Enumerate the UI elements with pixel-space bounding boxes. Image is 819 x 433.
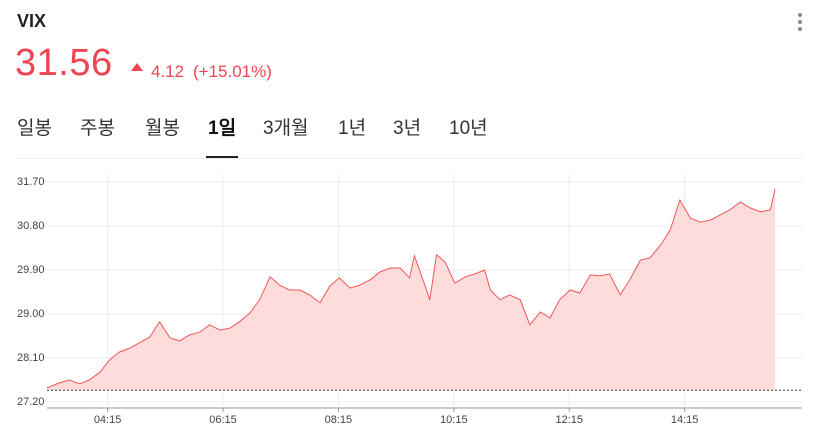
y-tick-label: 29.90 bbox=[17, 264, 45, 276]
x-tick-label: 10:15 bbox=[440, 414, 468, 426]
tab[interactable]: 10년 bbox=[449, 118, 488, 139]
symbol: VIX bbox=[17, 11, 47, 31]
change-percent: (+15.01%) bbox=[193, 62, 272, 81]
x-tick-label: 08:15 bbox=[325, 414, 353, 426]
tab[interactable]: 일봉 bbox=[17, 118, 52, 139]
menu-button[interactable] bbox=[796, 13, 804, 35]
y-tick-label: 29.00 bbox=[17, 308, 45, 320]
y-tick-label: 27.20 bbox=[17, 396, 45, 408]
up-arrow bbox=[131, 63, 143, 71]
tab[interactable]: 월봉 bbox=[145, 118, 180, 139]
y-tick-label: 31.70 bbox=[17, 176, 45, 188]
y-tick-label: 30.80 bbox=[17, 220, 45, 232]
x-tick-label: 06:15 bbox=[209, 414, 237, 426]
change: 4.12 bbox=[151, 62, 185, 81]
tab[interactable]: 3개월 bbox=[263, 118, 309, 139]
tab[interactable]: 1년 bbox=[338, 118, 367, 139]
tab[interactable]: 1일 bbox=[205, 113, 239, 158]
x-tick-label: 12:15 bbox=[555, 414, 583, 426]
area bbox=[47, 188, 776, 391]
x-tick-label: 14:15 bbox=[671, 414, 699, 426]
price: 31.56 bbox=[15, 42, 113, 84]
tab[interactable]: 주봉 bbox=[80, 118, 115, 139]
tab[interactable]: 3년 bbox=[393, 118, 422, 139]
line bbox=[46, 188, 776, 389]
y-tick-label: 28.10 bbox=[17, 352, 45, 364]
x-tick-label: 04:15 bbox=[94, 414, 122, 426]
tabs: 일봉 주봉 월봉 1일 3개월 1년 3년 10년 bbox=[17, 113, 803, 159]
